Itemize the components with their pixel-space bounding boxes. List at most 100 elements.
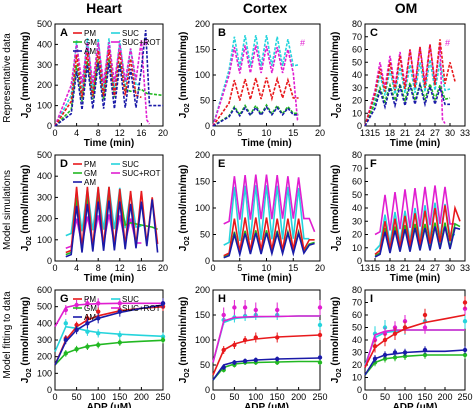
y-tick-label: 80 [352, 285, 362, 295]
panel-g: 0 100 200 300 400 500 600 0 50 100 150 200 250 ADP (μ… [20, 285, 171, 408]
x-tick-label: 50 [380, 392, 390, 402]
data-point-suc-rot [117, 301, 123, 306]
annotation-mark: # [143, 38, 148, 48]
data-point-pm [96, 309, 101, 314]
y-tick-label: 0 [47, 121, 52, 131]
x-tick-label: 0 [52, 263, 57, 273]
x-tick-label: 13 [360, 263, 370, 273]
y-tick-label: 300 [37, 335, 52, 345]
y-tick-label: 500 [37, 302, 52, 312]
panel-letter: F [370, 158, 377, 170]
y-symbol: J [330, 113, 341, 119]
y-tick-label: 50 [200, 360, 210, 370]
y-tick-label: 10 [352, 243, 362, 253]
fit-line-suc-rot [212, 315, 320, 363]
y-tick-label: 70 [352, 163, 362, 173]
panel-b: 0 50 100 150 200 0 5 10 15 20 Time (min) JO2 (nmol/… [178, 19, 325, 149]
x-tick-label: 10 [261, 263, 271, 273]
y-axis-label: JO2 (nmol/min/mg) [178, 165, 191, 252]
series-line-pm [223, 217, 315, 257]
data-point-suc-rot [317, 305, 323, 310]
data-point-pm [275, 335, 280, 340]
x-tick-label: 21 [400, 263, 410, 273]
fit-line-suc-rot [54, 302, 163, 328]
panel-c: 0 10 20 30 40 50 60 70 80 13 15 18 21 24 27 30 33 Time (m… [330, 19, 470, 149]
panel-letter: E [218, 158, 225, 170]
y-subscript: O2 [336, 103, 343, 112]
data-point-pm [85, 316, 90, 321]
data-point-pm [221, 347, 226, 353]
data-point-am [372, 356, 378, 361]
data-point-am [160, 301, 166, 306]
x-tick-label: 24 [415, 263, 425, 273]
panel-d: 0 100 200 300 400 500 0 4 8 12 16 20 Time (min) JO2 (… [20, 150, 168, 284]
y-tick-label: 50 [352, 190, 362, 200]
data-point-pm [253, 335, 258, 340]
series-line-pm [374, 204, 461, 256]
legend: PM SUC GM SUC+ROT AM [73, 295, 161, 322]
data-point-suc-rot [221, 312, 226, 318]
panel-letter: H [218, 293, 226, 305]
y-tick-label: 50 [352, 323, 362, 333]
y-unit: (nmol/min/mg) [20, 32, 31, 104]
x-tick-label: 27 [430, 263, 440, 273]
data-point-am [74, 327, 79, 333]
data-point-gm [392, 355, 398, 360]
x-tick-label: 0 [210, 263, 215, 273]
legend-label: PM [84, 295, 96, 304]
y-symbol: J [330, 246, 341, 252]
y-tick-label: 0 [357, 385, 362, 395]
x-tick-label: 100 [91, 392, 106, 402]
y-tick-label: 10 [352, 108, 362, 118]
plot-frame [212, 289, 321, 391]
row-title-model-simulations: Model simulations [2, 170, 13, 250]
column-title-heart: Heart [86, 0, 122, 16]
x-tick-label: 30 [445, 263, 455, 273]
data-point-suc-rot [232, 305, 237, 310]
y-symbol: J [178, 378, 189, 384]
fit-line-pm [364, 314, 466, 368]
x-tick-label: 18 [385, 128, 395, 138]
x-tick-label: 0 [210, 128, 215, 138]
y-unit: (nmol/min/mg) [20, 165, 31, 237]
data-point-pm [372, 344, 378, 349]
x-tick-label: 33 [460, 128, 470, 138]
data-point-suc-rot [253, 307, 258, 313]
y-tick-label: 200 [37, 80, 52, 90]
legend-label: GM [84, 304, 97, 313]
series-line-pm [364, 39, 456, 127]
fit-line-am [364, 349, 466, 376]
data-point-suc-rot [85, 301, 90, 306]
data-point-pm [422, 312, 428, 318]
x-tick-label: 16 [136, 263, 146, 273]
y-tick-label: 60 [352, 45, 362, 55]
data-point-am [242, 358, 248, 364]
row-title-model-fitting: Model fitting to data [2, 291, 13, 379]
data-point-am [402, 350, 408, 355]
data-point-am [317, 355, 323, 360]
y-tick-label: 150 [195, 310, 210, 320]
data-point-gm [160, 337, 166, 343]
x-tick-label: 15 [370, 128, 380, 138]
y-tick-label: 20 [352, 360, 362, 370]
x-tick-label: 100 [248, 392, 263, 402]
y-unit: (nmol/min/mg) [178, 165, 189, 237]
data-point-am [221, 365, 226, 370]
y-tick-label: 600 [37, 285, 52, 295]
data-point-pm [402, 325, 408, 330]
fit-line-suc [54, 325, 164, 353]
data-point-suc-rot [96, 301, 101, 306]
series-line-am [54, 30, 163, 127]
y-symbol: J [330, 378, 341, 384]
legend-label: PM [84, 29, 96, 38]
x-tick-label: 30 [445, 128, 455, 138]
panel-letter: A [60, 27, 68, 39]
series-line-am [364, 82, 450, 127]
y-unit: (nmol/min/mg) [178, 32, 189, 104]
plot-frame [54, 154, 164, 262]
x-tick-label: 13 [360, 128, 370, 138]
y-tick-label: 20 [352, 230, 362, 240]
y-tick-label: 20 [352, 96, 362, 106]
fit-line-suc-rot [364, 329, 465, 368]
row-title-representative-data: Representative data [2, 33, 13, 123]
